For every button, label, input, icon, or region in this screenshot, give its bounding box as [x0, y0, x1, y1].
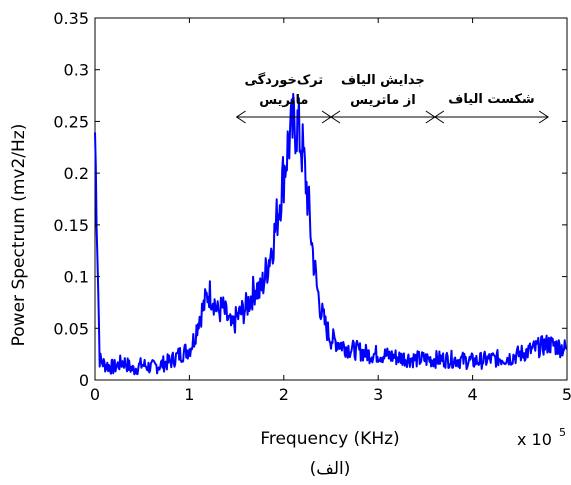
- x-tick-label: 3: [373, 385, 383, 404]
- x-tick-label: 0: [90, 385, 100, 404]
- annotation-arrow-head-left: [330, 110, 341, 124]
- annotation-arrow-head-right: [538, 110, 550, 124]
- annotation-label: شکست الیاف: [448, 92, 535, 107]
- y-tick-label: 0.35: [53, 9, 89, 28]
- y-tick-label: 0.05: [53, 319, 89, 338]
- x-tick-label: 5: [562, 385, 571, 404]
- annotation-label: از ماتریس: [350, 93, 416, 108]
- y-tick-label: 0.2: [64, 164, 89, 183]
- annotation-arrow-head-left: [433, 110, 445, 124]
- x-multiplier-exponent: 5: [559, 426, 566, 439]
- x-axis: 0 1 2 3 4 5: [90, 18, 571, 404]
- y-tick-label: 0.15: [53, 216, 89, 235]
- y-axis: 0 0.05 0.1 0.15 0.2 0.25 0.3 0.35: [53, 9, 567, 390]
- x-tick-label: 1: [184, 385, 194, 404]
- x-tick-label: 2: [279, 385, 289, 404]
- x-axis-label: Frequency (KHz): [260, 429, 399, 449]
- annotation-label: ترک‌خوردگی: [244, 72, 323, 88]
- annotation-label: جدایش الیاف: [341, 73, 425, 88]
- plot-area: [94, 17, 568, 381]
- x-multiplier-label: x 10: [517, 430, 552, 449]
- annotations: ترک‌خوردگی ماتریس جدایش الیاف از ماتریس شکست…: [235, 72, 550, 124]
- y-tick-label: 0.3: [64, 61, 89, 80]
- y-axis-label: Power Spectrum (mv2/Hz): [9, 124, 29, 347]
- y-tick-label: 0.1: [64, 268, 89, 287]
- y-tick-label: 0.25: [53, 112, 89, 131]
- figure-caption: (الف): [310, 459, 351, 479]
- annotation-label: ماتریس: [259, 93, 308, 108]
- x-tick-label: 4: [468, 385, 478, 404]
- series-layer: [94, 92, 568, 376]
- series-line-0: [94, 92, 568, 376]
- plot-frame: [94, 17, 568, 381]
- annotation-arrow-head-left: [235, 110, 246, 124]
- y-tick-label: 0: [79, 371, 89, 390]
